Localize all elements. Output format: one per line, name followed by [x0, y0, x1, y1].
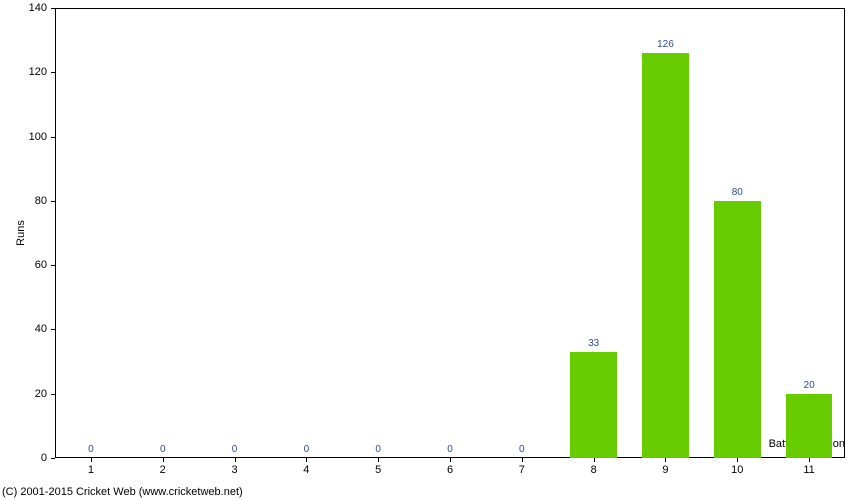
bar-value-label: 0 — [71, 444, 111, 455]
bar — [570, 352, 617, 458]
y-tick-mark — [51, 329, 55, 330]
x-tick-mark — [306, 458, 307, 462]
x-tick-label: 11 — [794, 464, 824, 476]
bar-value-label: 0 — [430, 444, 470, 455]
y-tick-label: 40 — [35, 323, 47, 335]
x-tick-mark — [378, 458, 379, 462]
y-tick-label: 120 — [29, 66, 47, 78]
x-tick-mark — [163, 458, 164, 462]
x-tick-mark — [235, 458, 236, 462]
bar-value-label: 0 — [502, 444, 542, 455]
bar-value-label: 126 — [645, 39, 685, 50]
x-tick-mark — [665, 458, 666, 462]
x-tick-mark — [91, 458, 92, 462]
bar — [642, 53, 689, 458]
y-tick-label: 60 — [35, 259, 47, 271]
bar-value-label: 0 — [358, 444, 398, 455]
y-tick-mark — [51, 137, 55, 138]
x-tick-mark — [594, 458, 595, 462]
x-tick-mark — [450, 458, 451, 462]
bar-value-label: 80 — [717, 187, 757, 198]
y-tick-label: 140 — [29, 2, 47, 14]
x-tick-label: 5 — [363, 464, 393, 476]
y-tick-label: 100 — [29, 131, 47, 143]
x-tick-mark — [809, 458, 810, 462]
bar-value-label: 0 — [286, 444, 326, 455]
y-tick-mark — [51, 394, 55, 395]
x-tick-label: 4 — [291, 464, 321, 476]
y-tick-label: 0 — [41, 452, 47, 464]
y-tick-mark — [51, 265, 55, 266]
bar-value-label: 0 — [215, 444, 255, 455]
x-tick-label: 3 — [220, 464, 250, 476]
y-tick-mark — [51, 458, 55, 459]
x-tick-label: 10 — [722, 464, 752, 476]
bar-value-label: 20 — [789, 380, 829, 391]
x-tick-mark — [737, 458, 738, 462]
chart-container: Runs Batting Position (C) 2001-2015 Cric… — [0, 0, 850, 500]
x-tick-label: 2 — [148, 464, 178, 476]
y-tick-label: 20 — [35, 388, 47, 400]
bar — [786, 394, 833, 458]
y-axis-label: Runs — [15, 220, 27, 246]
y-tick-label: 80 — [35, 195, 47, 207]
y-tick-mark — [51, 8, 55, 9]
x-tick-label: 6 — [435, 464, 465, 476]
x-tick-mark — [522, 458, 523, 462]
x-tick-label: 8 — [579, 464, 609, 476]
bar-value-label: 0 — [143, 444, 183, 455]
bar-value-label: 33 — [574, 338, 614, 349]
copyright-text: (C) 2001-2015 Cricket Web (www.cricketwe… — [2, 486, 243, 498]
y-tick-mark — [51, 201, 55, 202]
bar — [714, 201, 761, 458]
x-tick-label: 1 — [76, 464, 106, 476]
x-tick-label: 9 — [650, 464, 680, 476]
y-tick-mark — [51, 72, 55, 73]
x-tick-label: 7 — [507, 464, 537, 476]
